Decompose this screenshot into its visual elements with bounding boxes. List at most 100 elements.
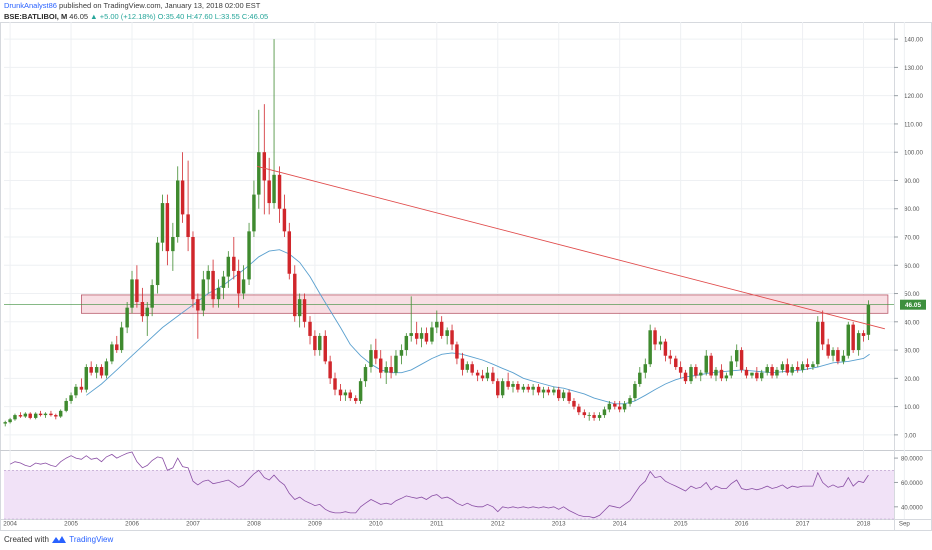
y-tick-label: 130.00 [904, 65, 923, 72]
candle-body [94, 367, 99, 373]
candle-body [617, 406, 622, 410]
candle-body [160, 203, 165, 243]
x-tick-label: 2006 [125, 521, 139, 528]
candle-body [668, 355, 673, 359]
candle-body [602, 409, 607, 416]
candle-body [734, 350, 739, 362]
candle-body [582, 412, 587, 416]
y-tick-label: 70.00 [904, 235, 920, 242]
candle-body [308, 321, 312, 336]
candle-body [496, 381, 500, 396]
candle-body [241, 279, 246, 294]
candle-body [683, 372, 688, 382]
y-tick-label: 80.00 [904, 206, 920, 213]
candle-body [516, 383, 520, 390]
created-with-text: Created with [4, 535, 49, 544]
candle-body [216, 287, 221, 300]
candle-body [607, 403, 612, 410]
candle-body [262, 152, 267, 181]
y-tick-label: 90.00 [904, 178, 920, 185]
x-tick-label: 2007 [186, 521, 200, 528]
candle-body [755, 372, 759, 379]
rsi-band [4, 470, 894, 519]
x-tick-label: 2015 [674, 521, 688, 528]
candle-body [826, 344, 830, 356]
candle-body [354, 398, 358, 401]
candle-body [272, 174, 276, 204]
candle-body [323, 335, 327, 362]
candle-body [119, 327, 124, 351]
candle-body [694, 367, 698, 376]
rsi-line [9, 451, 869, 519]
candle-body [293, 273, 297, 317]
candle-body [435, 321, 439, 328]
candle-body [526, 386, 530, 390]
candle-body [475, 372, 480, 376]
x-tick-label: 2004 [3, 521, 17, 528]
candle-body [622, 403, 627, 410]
candle-body [378, 358, 383, 373]
candle-body [374, 350, 378, 359]
candle-body [816, 321, 820, 365]
candle-body [358, 381, 363, 401]
candle-body [176, 180, 180, 237]
last-price: 46.05 [69, 12, 89, 21]
y-tick-label: 120.00 [904, 93, 923, 100]
candle-body [831, 350, 835, 356]
symbol-legend: BSE:BATLIBOI, M 46.05 ▲ +5.00 (+12.18%) … [4, 12, 268, 22]
candle-body [556, 389, 561, 399]
candle-body [180, 180, 185, 215]
candle-body [196, 299, 200, 311]
candle-body [866, 304, 871, 335]
y-tick-label: 40.00 [904, 319, 920, 326]
footer: Created with TradingView [4, 535, 113, 545]
candle-body [363, 367, 368, 382]
y-tick-label: 10.00 [904, 404, 920, 411]
candle-body [150, 285, 154, 308]
x-tick-label: 2017 [796, 521, 810, 528]
candle-body [861, 333, 866, 336]
candle-body [445, 330, 449, 336]
candle-body [69, 395, 73, 401]
candle-body [236, 270, 241, 294]
candle-body [485, 372, 490, 379]
candle-body [338, 389, 343, 396]
price-change: +5.00 (+12.18%) [99, 12, 156, 21]
candle-body [739, 350, 744, 370]
candle-body [653, 330, 657, 345]
candle-body [770, 367, 774, 376]
candle-body [643, 364, 648, 373]
candle-body [460, 358, 465, 370]
candle-body [64, 400, 68, 411]
x-tick-label: 2008 [247, 521, 261, 528]
candle-body [500, 381, 505, 396]
candle-body [674, 358, 678, 368]
price-tag-label: 46.05 [905, 302, 921, 309]
y-tick-label: 30.00 [904, 348, 920, 355]
candle-body [491, 372, 495, 382]
x-tick-label: 2005 [64, 521, 78, 528]
candle-body [171, 237, 175, 252]
candle-body [633, 383, 637, 399]
candle-body [424, 333, 429, 342]
tradingview-link[interactable]: TradingView [69, 535, 114, 544]
candle-body [465, 364, 470, 370]
published-text: published on TradingView.com, January 13… [59, 1, 261, 10]
candle-body [394, 355, 398, 373]
candle-body [638, 372, 642, 384]
candle-body [84, 367, 89, 390]
candle-body [709, 355, 713, 376]
candle-body [785, 364, 790, 373]
candle-body [99, 367, 104, 376]
candle-body [572, 400, 576, 407]
symbol-label[interactable]: BSE:BATLIBOI, M [4, 12, 68, 21]
author-link[interactable]: DrunkAnalyst86 [4, 1, 57, 10]
candle-body [54, 415, 58, 417]
candle-body [613, 403, 617, 407]
rsi-y-tick-label: 40.0000 [901, 505, 923, 511]
candle-body [267, 180, 271, 204]
candle-body [13, 415, 17, 420]
candle-body [226, 256, 231, 277]
candle-body [511, 383, 515, 387]
